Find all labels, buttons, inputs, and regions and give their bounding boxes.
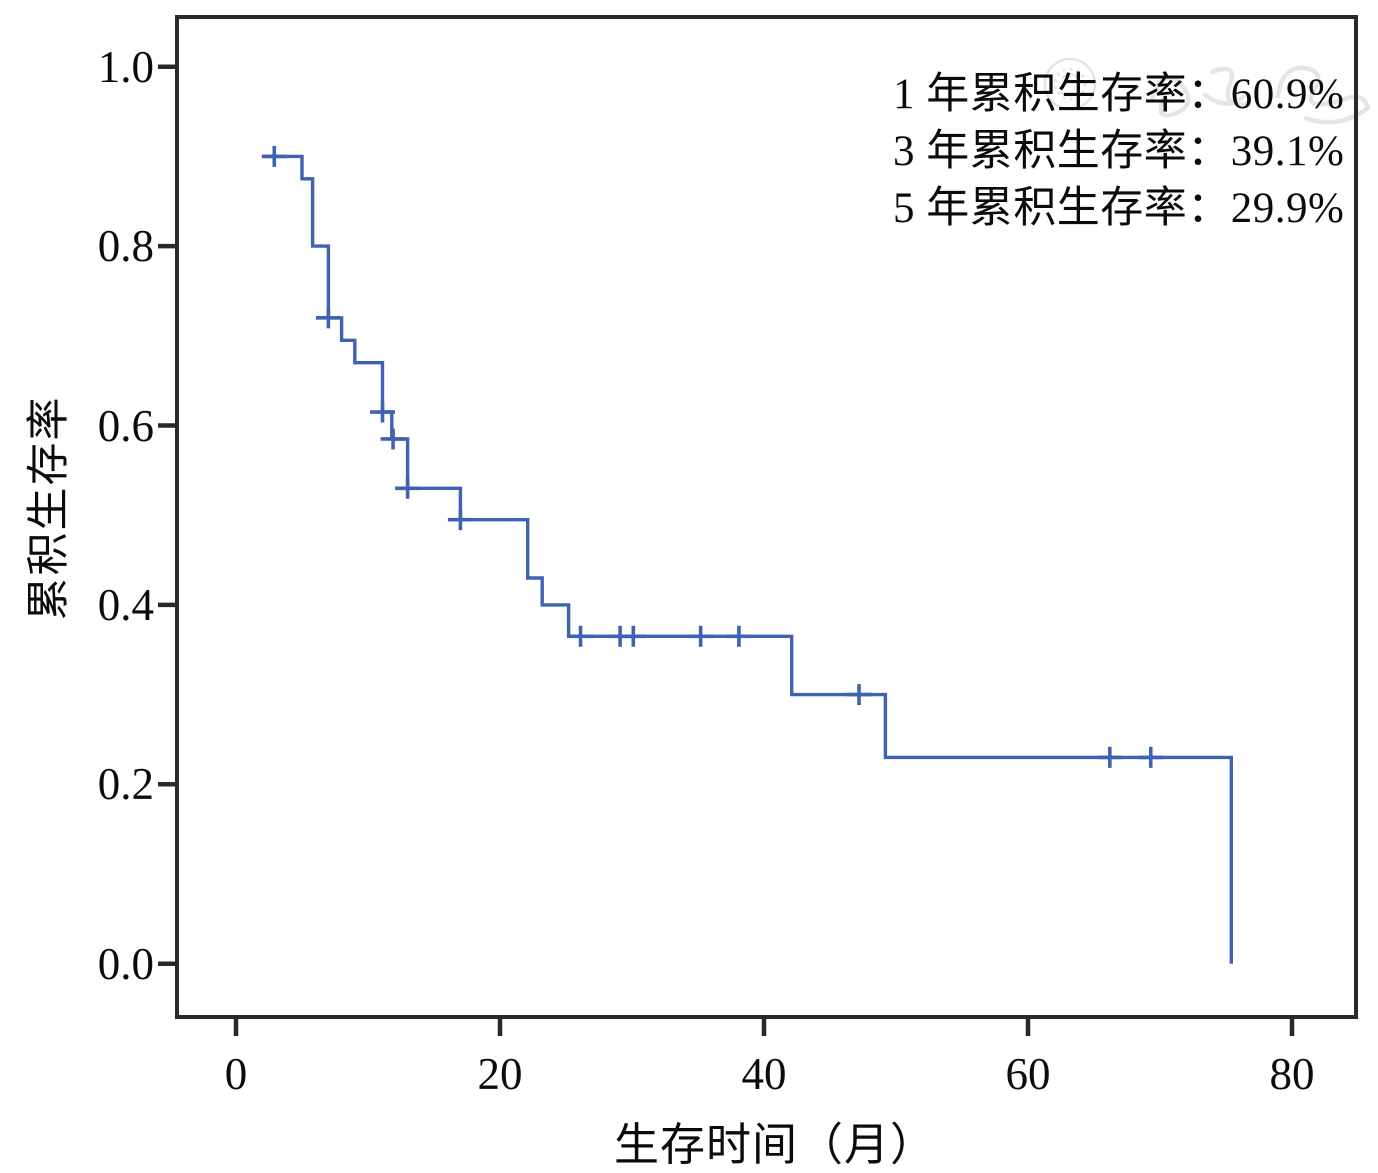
annotation-1yr: 1 年累积生存率：60.9% [893, 71, 1345, 118]
y-tick-label: 0.0 [97, 938, 154, 989]
x-tick-label: 80 [1269, 1049, 1315, 1099]
x-tick-label: 40 [741, 1049, 787, 1099]
annotation-5yr: 5 年累积生存率：29.9% [893, 185, 1345, 232]
x-tick-label: 20 [477, 1049, 523, 1099]
x-tick-label: 60 [1005, 1049, 1051, 1099]
y-axis-title: 累积生存率 [26, 395, 73, 621]
y-tick-label: 1.0 [97, 41, 154, 92]
plot-area-border [175, 15, 1358, 1019]
y-tick-label: 0.8 [97, 221, 154, 272]
survival-rate-annotation: 1 年累积生存率：60.9% 3 年累积生存率：39.1% 5 年累积生存率：2… [893, 66, 1344, 237]
x-axis-title: 生存时间（月） [613, 1120, 936, 1170]
y-tick-label: 0.4 [97, 579, 154, 630]
y-tick-label: 0.6 [97, 400, 154, 451]
y-tick-label: 0.2 [97, 759, 154, 810]
x-tick-label: 0 [224, 1049, 248, 1099]
annotation-3yr: 3 年累积生存率：39.1% [893, 128, 1345, 175]
